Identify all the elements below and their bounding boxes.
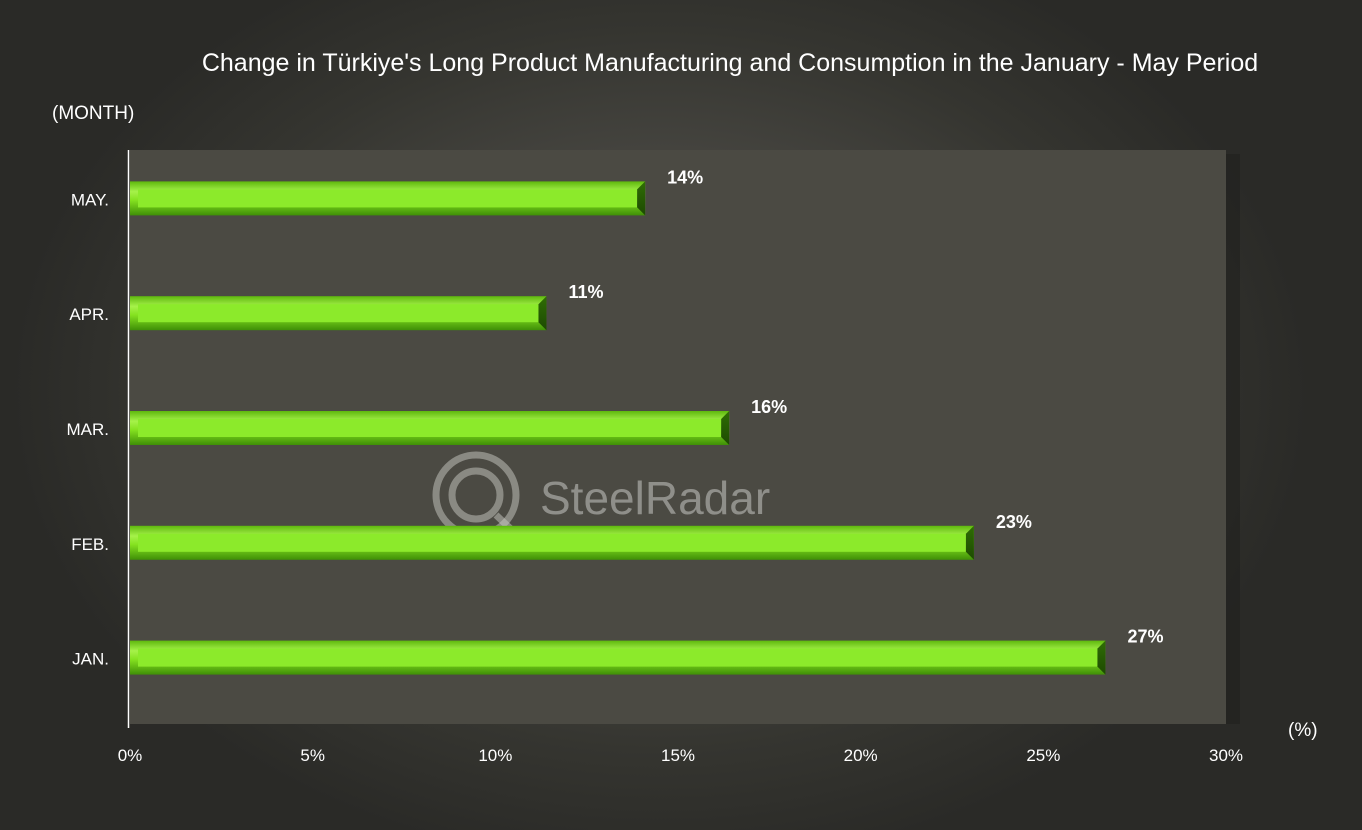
bar-bevel <box>138 533 966 552</box>
plot-area-shadow <box>1226 154 1240 724</box>
category-label: FEB. <box>71 535 109 554</box>
bar-end-cap <box>721 411 730 445</box>
bar-end-cap <box>637 181 646 216</box>
x-tick-label: 15% <box>661 746 695 765</box>
bar-group <box>130 525 974 560</box>
data-label: 27% <box>1127 627 1163 647</box>
watermark-ring-inner-icon <box>448 467 504 523</box>
category-label: MAY. <box>71 190 109 209</box>
bar-bevel <box>138 648 1098 667</box>
data-label: 11% <box>568 282 603 302</box>
bar-bevel <box>138 304 539 323</box>
x-tick-label: 30% <box>1209 746 1243 765</box>
data-label: 16% <box>751 397 787 417</box>
x-axis-label: (%) <box>1288 720 1318 741</box>
bar-bevel <box>138 189 638 208</box>
bar-group <box>130 640 1106 675</box>
y-axis-label: (MONTH) <box>52 103 135 124</box>
bar-group <box>130 411 730 445</box>
category-label: JAN. <box>72 650 109 669</box>
category-label: APR. <box>69 305 109 324</box>
watermark-text: SteelRadar <box>540 472 770 524</box>
bar-group <box>130 181 646 216</box>
x-tick-label: 5% <box>300 746 325 765</box>
chart-title: Change in Türkiye's Long Product Manufac… <box>201 49 1259 77</box>
x-tick-label: 0% <box>118 746 143 765</box>
bar-bevel <box>138 419 722 437</box>
bar-end-cap <box>538 296 547 331</box>
x-tick-label: 20% <box>844 746 878 765</box>
data-label: 14% <box>667 167 703 187</box>
bar-end-cap <box>965 525 974 560</box>
data-label: 23% <box>996 512 1032 532</box>
category-label: MAR. <box>67 420 110 439</box>
x-tick-label: 10% <box>478 746 512 765</box>
steelradar-watermark: SteelRadar <box>432 451 770 539</box>
x-tick-label: 25% <box>1026 746 1060 765</box>
bar-end-cap <box>1097 640 1106 675</box>
bar-group <box>130 296 547 331</box>
